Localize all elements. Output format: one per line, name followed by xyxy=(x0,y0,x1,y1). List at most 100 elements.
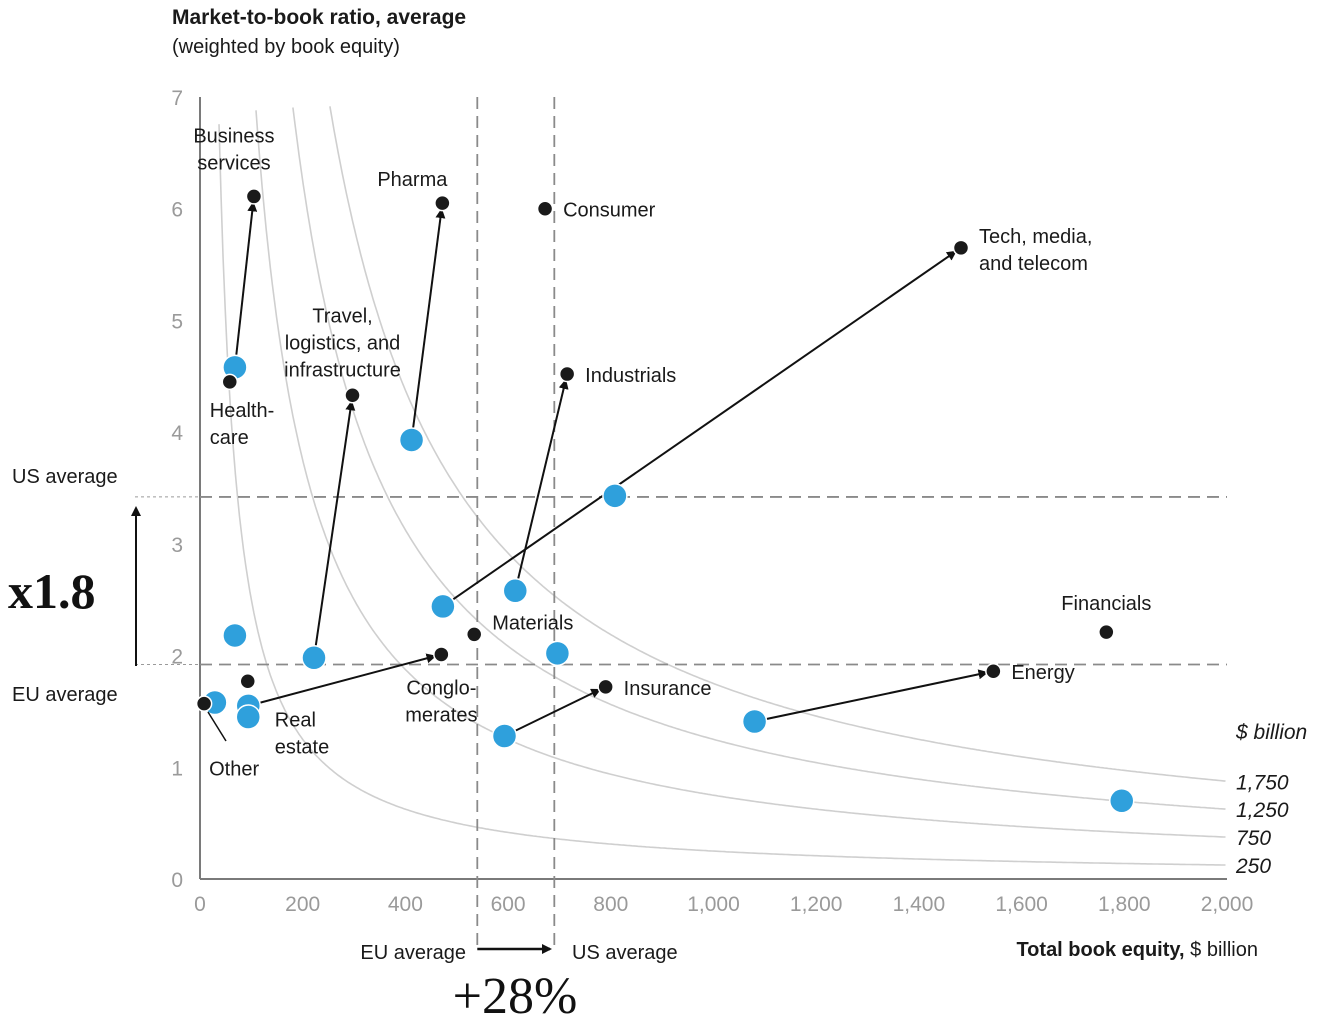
sector-label-line: Tech, media, xyxy=(979,226,1092,248)
y-tick-label: 2 xyxy=(171,646,183,669)
sector-label-line: Conglo- xyxy=(406,677,476,699)
chart-subtitle: (weighted by book equity) xyxy=(172,36,400,58)
iso-curve-label: 250 xyxy=(1235,855,1271,878)
sector-arrow xyxy=(754,669,989,723)
x-tick-label: 1,400 xyxy=(893,893,946,916)
ratio-change-label: x1.8 xyxy=(8,563,96,619)
us-point xyxy=(221,373,239,391)
x-tick-label: 1,800 xyxy=(1098,893,1151,916)
sector-arrow xyxy=(410,208,446,441)
sector-label: Conglo-merates xyxy=(405,677,477,726)
eu-point xyxy=(502,578,529,604)
us-point xyxy=(536,200,554,217)
equity-change-label: +28% xyxy=(453,968,578,1021)
eu-point xyxy=(1108,788,1135,814)
eu-point xyxy=(398,427,425,453)
eu-average-ratio-label: EU average xyxy=(12,684,118,706)
x-tick-label: 1,000 xyxy=(687,893,740,916)
us-point xyxy=(433,646,450,663)
iso-curve-label: 1,750 xyxy=(1236,771,1289,794)
x-tick-label: 400 xyxy=(388,893,423,916)
iso-curve xyxy=(329,106,1226,782)
y-tick-label: 4 xyxy=(171,422,183,445)
sector-label-line: infrastructure xyxy=(284,359,401,381)
eu-point xyxy=(222,622,248,649)
sector-label-line: and telecom xyxy=(979,253,1088,275)
eu-point xyxy=(235,704,262,730)
x-tick-label: 600 xyxy=(491,893,526,916)
us-average-equity-label: US average xyxy=(572,942,678,964)
iso-curve-label: 1,250 xyxy=(1236,799,1289,822)
sector-arrow xyxy=(313,400,356,658)
y-tick-label: 0 xyxy=(171,869,183,892)
iso-curve xyxy=(218,124,1226,866)
y-tick-label: 5 xyxy=(171,310,183,333)
sector-label: Consumer xyxy=(563,200,656,222)
us-point xyxy=(344,387,361,404)
sector-label: Tech, media, and telecom xyxy=(979,226,1092,275)
us-point xyxy=(239,673,257,690)
sector-label: Other xyxy=(209,759,259,781)
other-leader-line xyxy=(207,711,227,742)
y-tick-label: 3 xyxy=(171,534,183,557)
y-tick-label: 7 xyxy=(171,87,183,110)
chart-title: Market-to-book ratio, average xyxy=(172,6,467,29)
us-point xyxy=(245,188,263,205)
sector-label: Real estate xyxy=(275,709,329,758)
sector-label: Health-care xyxy=(210,400,274,449)
us-point xyxy=(952,239,970,257)
sector-label: Business services xyxy=(193,125,274,174)
us-point xyxy=(558,365,576,383)
us-point xyxy=(1098,623,1115,641)
eu-point xyxy=(741,708,768,735)
eu-average-equity-label: EU average xyxy=(360,942,466,964)
sector-label-line: estate xyxy=(275,736,329,758)
eu-point xyxy=(544,640,571,667)
y-tick-label: 6 xyxy=(171,199,183,222)
iso-curve-label: 750 xyxy=(1236,827,1271,850)
eu-point xyxy=(301,645,327,671)
eu-point xyxy=(491,723,518,749)
sector-label: Financials xyxy=(1061,593,1151,615)
sector-label: Pharma xyxy=(377,169,448,191)
x-axis-label: Total book equity, $ billion xyxy=(1016,939,1258,962)
iso-curve xyxy=(255,110,1226,838)
iso-curve xyxy=(292,107,1226,810)
sector-label: Travel, logistics, and infrastructure xyxy=(284,305,401,381)
sector-arrow xyxy=(514,378,569,592)
sector-label-line: merates xyxy=(405,704,477,726)
sector-arrow xyxy=(248,653,437,707)
sector-arrow xyxy=(442,250,957,608)
x-tick-label: 800 xyxy=(593,893,628,916)
y-tick-label: 1 xyxy=(171,757,183,780)
sector-label: Energy xyxy=(1011,662,1074,684)
us-average-ratio-label: US average xyxy=(12,466,118,488)
us-point xyxy=(434,194,451,212)
sector-arrow xyxy=(233,201,258,368)
sector-arrow xyxy=(504,688,602,737)
sector-label: Insurance xyxy=(624,678,712,700)
x-tick-label: 1,200 xyxy=(790,893,843,916)
sector-label-line: Travel, xyxy=(312,305,372,327)
x-tick-label: 0 xyxy=(194,893,206,916)
x-tick-label: 2,000 xyxy=(1201,893,1254,916)
sector-label-line: care xyxy=(210,427,249,449)
sector-label-line: Business xyxy=(193,125,274,147)
sector-label-line: Real xyxy=(275,709,316,731)
sector-label: Materials xyxy=(492,612,573,634)
eu-point xyxy=(430,593,456,620)
eu-point xyxy=(602,483,628,509)
x-tick-label: 1,600 xyxy=(995,893,1048,916)
us-point xyxy=(465,626,483,643)
x-axis-title: Total book equity, xyxy=(1016,939,1185,961)
us-point xyxy=(195,695,213,712)
sector-label-line: Health- xyxy=(210,400,274,422)
iso-unit-label: $ billion xyxy=(1235,721,1307,744)
x-axis-unit: $ billion xyxy=(1190,939,1258,961)
sector-label: Industrials xyxy=(585,365,676,387)
us-point xyxy=(985,662,1002,680)
sector-label-line: services xyxy=(197,152,270,174)
sector-label-line: logistics, and xyxy=(285,332,401,354)
x-tick-label: 200 xyxy=(285,893,320,916)
